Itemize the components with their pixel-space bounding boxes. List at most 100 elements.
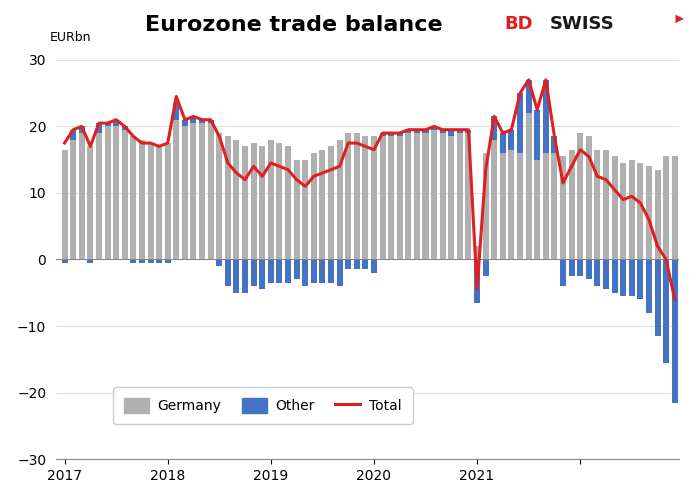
Bar bbox=[337, 259, 342, 286]
Bar bbox=[62, 259, 68, 263]
Bar bbox=[302, 259, 308, 286]
Bar bbox=[491, 116, 497, 140]
Bar bbox=[164, 143, 171, 259]
Bar bbox=[148, 259, 153, 263]
Bar bbox=[363, 259, 368, 269]
Bar bbox=[603, 259, 609, 289]
Bar bbox=[242, 259, 248, 293]
Bar bbox=[174, 120, 179, 259]
Bar bbox=[190, 116, 197, 123]
Bar bbox=[379, 136, 386, 259]
Bar bbox=[594, 259, 601, 286]
Bar bbox=[448, 130, 454, 136]
Bar bbox=[199, 120, 205, 123]
Bar bbox=[259, 259, 265, 289]
Bar bbox=[233, 140, 239, 259]
Bar bbox=[139, 140, 145, 259]
Bar bbox=[371, 136, 377, 259]
Bar bbox=[654, 259, 661, 336]
Bar bbox=[164, 259, 171, 263]
Bar bbox=[578, 133, 583, 259]
Bar bbox=[130, 136, 136, 259]
Bar bbox=[216, 133, 223, 259]
Total bbox=[146, 140, 155, 146]
Bar bbox=[629, 160, 635, 259]
Bar bbox=[482, 259, 489, 276]
Bar bbox=[474, 246, 480, 259]
Bar bbox=[251, 143, 257, 259]
Bar bbox=[130, 259, 136, 263]
Bar bbox=[276, 143, 282, 259]
Bar bbox=[663, 259, 669, 363]
Bar bbox=[534, 160, 540, 259]
Total bbox=[447, 127, 456, 133]
Bar bbox=[182, 120, 188, 126]
Bar bbox=[552, 136, 557, 153]
Bar bbox=[578, 259, 583, 276]
Bar bbox=[311, 153, 317, 259]
Bar bbox=[371, 259, 377, 273]
Total bbox=[671, 296, 679, 302]
Bar bbox=[654, 170, 661, 259]
Text: EURbn: EURbn bbox=[50, 31, 91, 44]
Bar bbox=[139, 259, 145, 263]
Bar bbox=[88, 259, 93, 263]
Bar bbox=[508, 130, 514, 150]
Text: SWISS: SWISS bbox=[550, 15, 615, 33]
Bar bbox=[268, 259, 274, 283]
Total bbox=[404, 127, 412, 133]
Bar bbox=[526, 113, 531, 259]
Bar bbox=[122, 126, 128, 130]
Bar bbox=[79, 126, 85, 133]
Bar bbox=[104, 126, 111, 259]
Total bbox=[267, 160, 275, 166]
Bar bbox=[629, 259, 635, 296]
Bar bbox=[440, 130, 446, 133]
Bar bbox=[113, 126, 119, 259]
Bar bbox=[319, 259, 326, 283]
Bar bbox=[233, 259, 239, 293]
Bar bbox=[70, 140, 76, 259]
Bar bbox=[405, 133, 412, 259]
Bar bbox=[62, 150, 68, 259]
Bar bbox=[156, 259, 162, 263]
Bar bbox=[414, 130, 420, 133]
Bar bbox=[431, 126, 437, 130]
Bar bbox=[646, 259, 652, 313]
Total bbox=[473, 286, 482, 292]
Bar bbox=[70, 130, 76, 140]
Bar bbox=[534, 110, 540, 160]
Bar bbox=[646, 166, 652, 259]
Bar bbox=[466, 130, 472, 133]
Bar bbox=[542, 153, 549, 259]
Line: Total: Total bbox=[64, 80, 675, 299]
Bar bbox=[491, 140, 497, 259]
Bar bbox=[285, 259, 291, 283]
Bar bbox=[354, 259, 360, 269]
Bar bbox=[542, 80, 549, 153]
Bar bbox=[500, 133, 506, 153]
Bar bbox=[612, 156, 617, 259]
Bar bbox=[88, 146, 93, 259]
Bar bbox=[568, 150, 575, 259]
Bar bbox=[268, 140, 274, 259]
Bar bbox=[423, 133, 428, 259]
Text: ◀: ◀ bbox=[676, 12, 684, 22]
Bar bbox=[285, 146, 291, 259]
Bar bbox=[620, 259, 626, 296]
Bar bbox=[663, 156, 669, 259]
Bar bbox=[96, 123, 102, 133]
Bar bbox=[293, 160, 300, 259]
Bar bbox=[328, 146, 334, 259]
Bar bbox=[500, 153, 506, 259]
Bar bbox=[242, 146, 248, 259]
Bar bbox=[457, 133, 463, 259]
Bar bbox=[620, 163, 626, 259]
Bar bbox=[345, 133, 351, 259]
Bar bbox=[182, 126, 188, 259]
Bar bbox=[199, 123, 205, 259]
Bar bbox=[560, 156, 566, 259]
Bar bbox=[517, 93, 523, 153]
Bar bbox=[259, 146, 265, 259]
Bar bbox=[448, 136, 454, 259]
